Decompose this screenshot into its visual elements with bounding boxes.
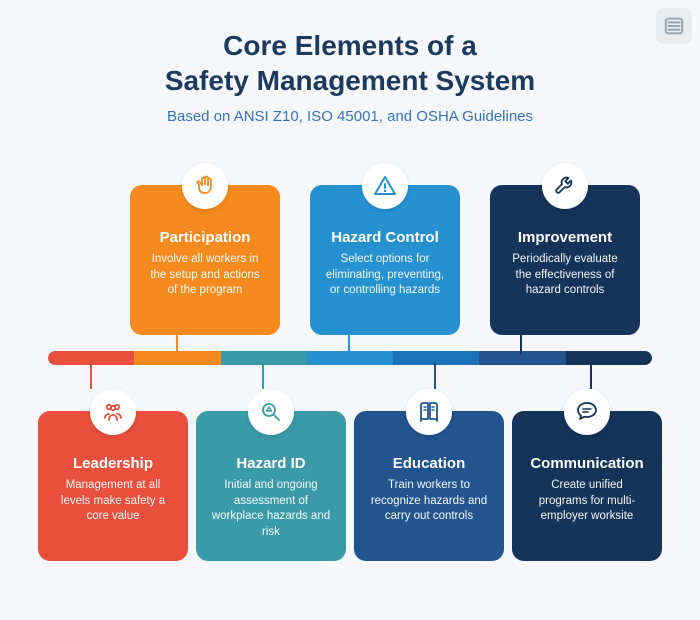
card-description: Select options for eliminating, preventi… — [324, 252, 446, 299]
card-title: Participation — [144, 229, 266, 246]
connector-line — [176, 335, 178, 355]
connector-line — [520, 335, 522, 355]
card-description: Create unified programs for multi-employ… — [526, 478, 648, 525]
card-improvement: Improvement Periodically evaluate the eff… — [490, 185, 640, 335]
card-education: Education Train workers to recognize haza… — [354, 411, 504, 561]
magnify-warn-icon — [248, 389, 294, 435]
warning-icon — [362, 163, 408, 209]
card-description: Involve all workers in the setup and act… — [144, 252, 266, 299]
timeline-segment — [566, 351, 652, 365]
page-subtitle: Based on ANSI Z10, ISO 45001, and OSHA G… — [0, 108, 700, 125]
card-title: Hazard ID — [210, 455, 332, 472]
people-icon — [90, 389, 136, 435]
card-title: Education — [368, 455, 490, 472]
connector-line — [348, 335, 350, 355]
card-description: Management at all levels make safety a c… — [52, 478, 174, 525]
card-communication: Communication Create unified programs for… — [512, 411, 662, 561]
book-icon — [406, 389, 452, 435]
header: Core Elements of a Safety Management Sys… — [0, 0, 700, 125]
diagram: Participation Involve all workers in the … — [0, 151, 700, 591]
connector-line — [90, 361, 92, 389]
page-title: Core Elements of a Safety Management Sys… — [0, 28, 700, 98]
timeline — [48, 351, 652, 365]
card-title: Communication — [526, 455, 648, 472]
card-hazard-id: Hazard ID Initial and ongoing assessment … — [196, 411, 346, 561]
card-title: Improvement — [504, 229, 626, 246]
card-title: Hazard Control — [324, 229, 446, 246]
wrench-icon — [542, 163, 588, 209]
card-description: Train workers to recognize hazards and c… — [368, 478, 490, 525]
card-leadership: Leadership Management at all levels make … — [38, 411, 188, 561]
connector-line — [262, 361, 264, 389]
connector-line — [590, 361, 592, 389]
card-description: Periodically evaluate the effectiveness … — [504, 252, 626, 299]
timeline-segment — [479, 351, 565, 365]
connector-line — [434, 361, 436, 389]
title-line-1: Core Elements of a — [223, 30, 477, 61]
card-title: Leadership — [52, 455, 174, 472]
card-hazard-control: Hazard Control Select options for elimina… — [310, 185, 460, 335]
card-description: Initial and ongoing assessment of workpl… — [210, 478, 332, 540]
speech-icon — [564, 389, 610, 435]
brand-logo — [656, 8, 692, 44]
title-line-2: Safety Management System — [165, 65, 535, 96]
hand-icon — [182, 163, 228, 209]
card-participation: Participation Involve all workers in the … — [130, 185, 280, 335]
timeline-segment — [393, 351, 479, 365]
